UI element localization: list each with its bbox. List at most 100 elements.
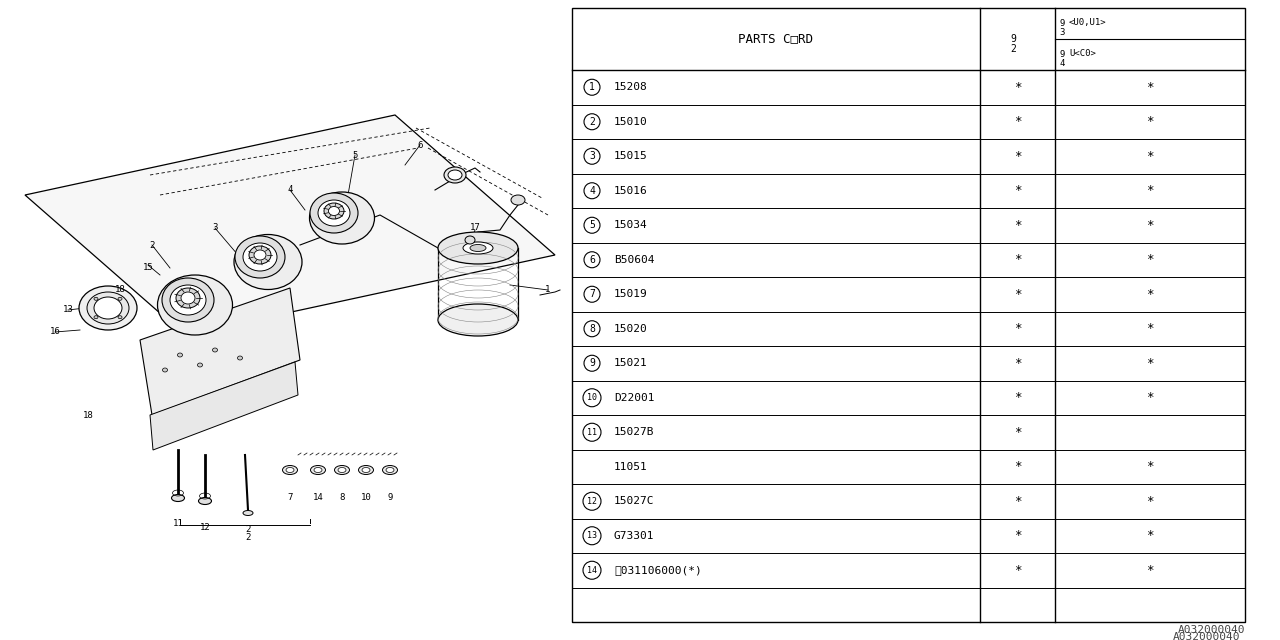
Text: 3: 3	[212, 223, 218, 232]
Ellipse shape	[178, 353, 183, 357]
Ellipse shape	[329, 207, 339, 216]
Text: 10: 10	[361, 493, 371, 502]
Ellipse shape	[180, 292, 195, 304]
Text: 15019: 15019	[614, 289, 648, 300]
Text: *: *	[1147, 288, 1153, 301]
Text: <U0,U1>: <U0,U1>	[1069, 18, 1107, 27]
Text: 15020: 15020	[614, 324, 648, 333]
Ellipse shape	[93, 298, 99, 300]
Text: 2: 2	[246, 534, 251, 543]
Ellipse shape	[310, 193, 358, 233]
Ellipse shape	[87, 292, 129, 324]
Text: *: *	[1014, 460, 1021, 473]
Text: 2: 2	[150, 241, 155, 250]
Text: 15034: 15034	[614, 220, 648, 230]
Text: B50604: B50604	[614, 255, 654, 265]
Ellipse shape	[197, 363, 202, 367]
Text: 15010: 15010	[614, 116, 648, 127]
Ellipse shape	[93, 297, 122, 319]
Ellipse shape	[198, 497, 211, 504]
Ellipse shape	[157, 275, 233, 335]
Ellipse shape	[465, 236, 475, 244]
Text: 2: 2	[589, 116, 595, 127]
Text: *: *	[1147, 460, 1153, 473]
Text: 9: 9	[589, 358, 595, 368]
Text: 15021: 15021	[614, 358, 648, 368]
Text: Ⓦ031106000(*): Ⓦ031106000(*)	[614, 565, 701, 575]
Ellipse shape	[311, 465, 325, 474]
Ellipse shape	[314, 467, 323, 472]
Ellipse shape	[118, 316, 122, 319]
Text: *: *	[1014, 426, 1021, 439]
Ellipse shape	[243, 243, 276, 271]
Text: *: *	[1147, 323, 1153, 335]
Text: U<C0>: U<C0>	[1069, 49, 1096, 58]
Text: 7: 7	[589, 289, 595, 300]
Text: 15027B: 15027B	[614, 428, 654, 437]
Ellipse shape	[250, 246, 271, 264]
Text: *: *	[1147, 495, 1153, 508]
Text: 11051: 11051	[614, 461, 648, 472]
Text: 11: 11	[588, 428, 596, 436]
Text: *: *	[1014, 391, 1021, 404]
Text: 18: 18	[115, 285, 125, 294]
Polygon shape	[140, 288, 300, 415]
Text: *: *	[1014, 253, 1021, 266]
Text: 5: 5	[589, 220, 595, 230]
Ellipse shape	[438, 304, 518, 336]
Text: *: *	[1014, 564, 1021, 577]
Text: *: *	[1014, 495, 1021, 508]
Ellipse shape	[170, 285, 206, 315]
Text: *: *	[1014, 529, 1021, 542]
Ellipse shape	[317, 200, 349, 226]
Bar	[572, 8, 1245, 622]
Text: 14: 14	[312, 493, 324, 502]
Ellipse shape	[177, 288, 200, 308]
Text: A032000040: A032000040	[1172, 632, 1240, 640]
Ellipse shape	[463, 242, 493, 254]
Text: *: *	[1014, 288, 1021, 301]
Text: 7: 7	[287, 493, 293, 502]
Text: 15015: 15015	[614, 151, 648, 161]
Text: 2: 2	[246, 525, 251, 534]
Ellipse shape	[387, 467, 394, 472]
Text: 2: 2	[1011, 44, 1016, 54]
Text: *: *	[1147, 564, 1153, 577]
Text: 16: 16	[50, 328, 60, 337]
Text: G73301: G73301	[614, 531, 654, 541]
Text: 18: 18	[83, 410, 93, 419]
Text: 9: 9	[1011, 34, 1016, 44]
Ellipse shape	[511, 195, 525, 205]
Text: 14: 14	[588, 566, 596, 575]
Text: 11: 11	[173, 520, 183, 529]
Text: 13: 13	[588, 531, 596, 540]
Ellipse shape	[334, 465, 349, 474]
Polygon shape	[26, 115, 556, 335]
Text: 5: 5	[352, 150, 357, 159]
Text: 12: 12	[588, 497, 596, 506]
Text: 13: 13	[63, 305, 73, 314]
Text: 15: 15	[142, 264, 154, 273]
Ellipse shape	[383, 465, 398, 474]
Text: *: *	[1014, 115, 1021, 128]
Text: A032000040: A032000040	[1178, 625, 1245, 635]
Text: 4: 4	[1059, 59, 1065, 68]
Text: 9: 9	[1059, 50, 1065, 59]
Ellipse shape	[238, 356, 242, 360]
Ellipse shape	[163, 368, 168, 372]
Text: *: *	[1014, 150, 1021, 163]
Ellipse shape	[283, 465, 297, 474]
Ellipse shape	[338, 467, 346, 472]
Text: 15027C: 15027C	[614, 496, 654, 506]
Text: 12: 12	[200, 524, 210, 532]
Text: D22001: D22001	[614, 393, 654, 403]
Text: *: *	[1147, 356, 1153, 370]
Text: *: *	[1147, 81, 1153, 93]
Ellipse shape	[172, 495, 184, 502]
Text: 4: 4	[589, 186, 595, 196]
Text: *: *	[1147, 115, 1153, 128]
Text: 15208: 15208	[614, 83, 648, 92]
Text: *: *	[1147, 150, 1153, 163]
Ellipse shape	[438, 232, 518, 264]
Text: 3: 3	[1059, 28, 1065, 37]
